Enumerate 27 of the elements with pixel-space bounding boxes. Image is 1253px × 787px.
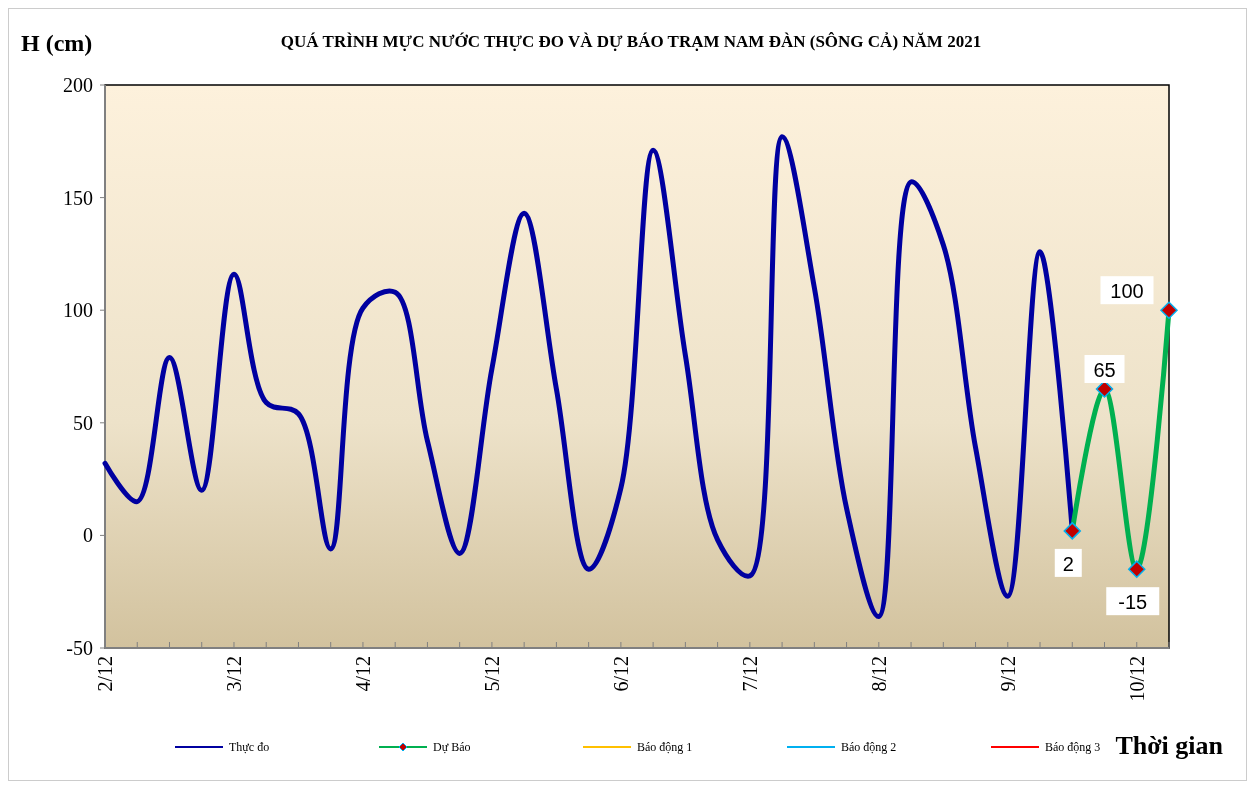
- y-tick-label: 50: [73, 411, 93, 434]
- legend-label: Báo động 2: [841, 740, 897, 754]
- x-tick-label: 5/12: [480, 656, 503, 692]
- x-tick-label: 6/12: [609, 656, 632, 692]
- y-tick-label: 200: [63, 74, 93, 96]
- legend-label: Thực đo: [229, 740, 270, 754]
- data-label: 2: [1062, 552, 1074, 575]
- legend-label: Báo động 3: [1045, 740, 1101, 754]
- data-label: 65: [1093, 359, 1116, 382]
- legend-label: Báo động 1: [637, 740, 693, 754]
- y-tick-label: -50: [66, 637, 93, 659]
- x-tick-label: 3/12: [222, 656, 245, 692]
- x-tick-label: 4/12: [351, 656, 374, 692]
- legend-label: Dự Báo: [433, 740, 471, 754]
- x-tick-label: 9/12: [996, 656, 1019, 692]
- data-label: -15: [1118, 591, 1148, 614]
- x-tick-label: 2/12: [94, 656, 116, 692]
- chart-title: QUÁ TRÌNH MỰC NƯỚC THỰC ĐO VÀ DỰ BÁO TRẠM NAM ĐÀN (SÔNG CẢ) NĂM 2021: [280, 32, 982, 51]
- x-axis-title: Thời gian: [1115, 731, 1224, 760]
- x-tick-label: 8/12: [867, 656, 890, 692]
- data-label: 100: [1110, 280, 1144, 303]
- x-tick-label: 10/12: [1125, 656, 1148, 702]
- y-tick-label: 0: [83, 524, 93, 547]
- y-tick-label: 150: [63, 186, 93, 209]
- y-axis-title: H (cm): [21, 30, 93, 56]
- x-tick-label: 7/12: [738, 656, 761, 692]
- y-tick-label: 100: [63, 299, 93, 322]
